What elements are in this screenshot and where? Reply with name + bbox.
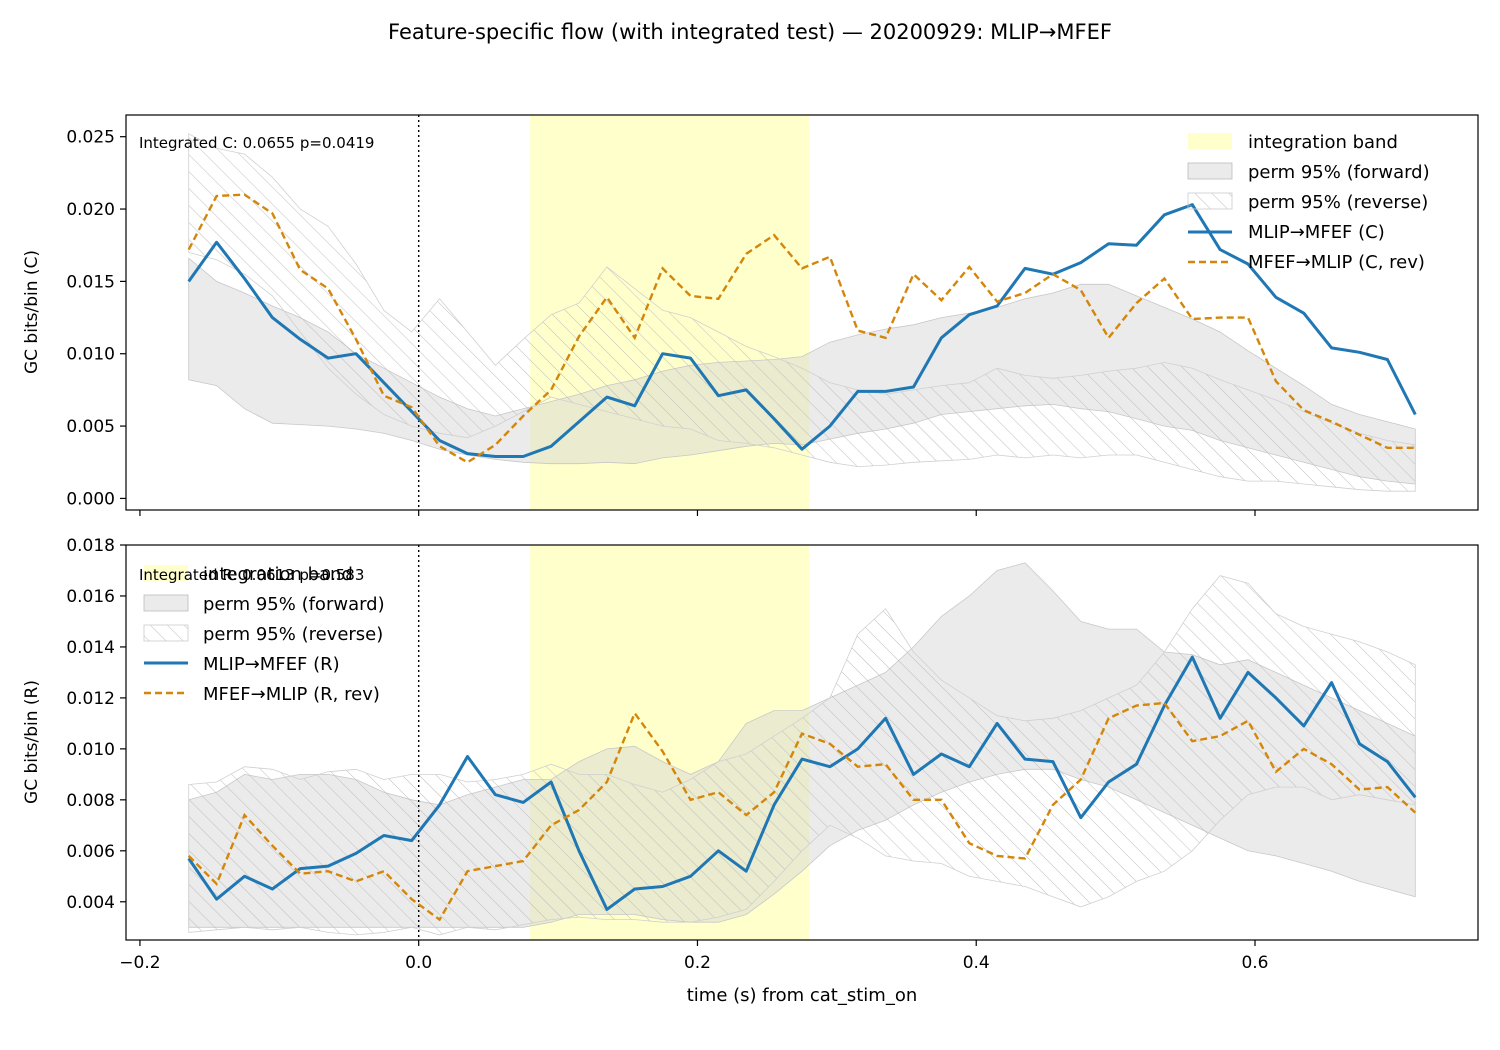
ytick-label: 0.012 bbox=[66, 689, 115, 709]
ytick-label: 0.025 bbox=[66, 128, 115, 148]
reverse-series-line-bottom bbox=[187, 701, 1417, 922]
legend-label-forward-top: MLIP→MFEF (C) bbox=[1248, 222, 1385, 243]
xticks-bottom: −0.2 0.0 0.2 0.4 0.6 bbox=[119, 940, 1269, 973]
panel-top-plot bbox=[187, 115, 1417, 510]
legend-label-band-bottom: integration band bbox=[203, 564, 353, 585]
legend-swatch-perm-reverse-bottom bbox=[143, 624, 189, 642]
ytick-label: 0.016 bbox=[66, 587, 115, 607]
legend-label-perm-reverse-top: perm 95% (reverse) bbox=[1248, 192, 1428, 213]
forward-series-line-top bbox=[187, 203, 1417, 458]
ytick-label: 0.000 bbox=[66, 489, 115, 509]
ytick-label: 0.006 bbox=[66, 842, 115, 862]
ytick-label: 0.008 bbox=[66, 791, 115, 811]
legend-bottom: integration band perm 95% (forward) perm… bbox=[143, 564, 385, 705]
xtick-label: 0.2 bbox=[684, 953, 711, 973]
legend-swatch-band-top bbox=[1188, 133, 1232, 149]
legend-label-band-top: integration band bbox=[1248, 132, 1398, 153]
ytick-label: 0.010 bbox=[66, 740, 115, 760]
legend-swatch-perm-forward-top bbox=[1187, 162, 1233, 180]
axes-frame-bottom bbox=[125, 544, 1479, 941]
ytick-label: 0.018 bbox=[66, 536, 115, 556]
perm-reverse-band-bottom bbox=[188, 575, 1416, 936]
legend-label-perm-forward-bottom: perm 95% (forward) bbox=[203, 594, 385, 615]
axes-frame-top bbox=[125, 114, 1479, 511]
yticks-top: 0.000 0.005 0.010 0.015 0.020 0.025 bbox=[66, 128, 126, 509]
panel-top: 0.000 0.005 0.010 0.015 0.020 0.025 GC bits/b… bbox=[22, 114, 1479, 516]
legend-swatch-band-bottom bbox=[144, 565, 188, 581]
ylabel-bottom: GC bits/bin (R) bbox=[22, 680, 42, 804]
legend-label-reverse-top: MFEF→MLIP (C, rev) bbox=[1248, 252, 1425, 273]
ytick-label: 0.010 bbox=[66, 345, 115, 365]
annotation-top: Integrated C: 0.0655 p=0.0419 bbox=[139, 134, 374, 152]
ytick-label: 0.004 bbox=[66, 893, 115, 913]
legend-swatch-perm-forward-bottom bbox=[143, 594, 189, 612]
xtick-label: 0.4 bbox=[963, 953, 990, 973]
legend-top: integration band perm 95% (forward) perm… bbox=[1187, 132, 1430, 273]
panel-bottom: −0.2 0.0 0.2 0.4 0.6 0.0040.0060.0080.0100.0… bbox=[22, 536, 1479, 1006]
ytick-label: 0.020 bbox=[66, 200, 115, 220]
annotation-bottom: Integrated R: 0.0613 p=0.583 bbox=[139, 566, 364, 584]
legend-label-perm-forward-top: perm 95% (forward) bbox=[1248, 162, 1430, 183]
ytick-label: 0.005 bbox=[66, 417, 115, 437]
figure-title: Feature-specific flow (with integrated t… bbox=[388, 20, 1112, 44]
legend-label-perm-reverse-bottom: perm 95% (reverse) bbox=[203, 624, 383, 645]
legend-label-reverse-bottom: MFEF→MLIP (R, rev) bbox=[203, 684, 380, 705]
legend-swatch-perm-reverse-top bbox=[1187, 192, 1233, 210]
ytick-label: 0.015 bbox=[66, 272, 115, 292]
forward-series-line-bottom bbox=[187, 655, 1417, 911]
xticks-top bbox=[139, 510, 1256, 516]
xlabel-bottom: time (s) from cat_stim_on bbox=[687, 985, 918, 1006]
reverse-series-line-top bbox=[187, 193, 1416, 464]
ylabel-top: GC bits/bin (C) bbox=[22, 250, 42, 374]
perm-reverse-band-top bbox=[188, 133, 1416, 492]
ytick-label: 0.014 bbox=[66, 638, 115, 658]
panel-bottom-plot bbox=[187, 545, 1417, 940]
yticks-bottom: 0.004 0.006 0.008 0.010 0.012 0.014 0.016 0.018 bbox=[66, 536, 126, 913]
legend-label-forward-bottom: MLIP→MFEF (R) bbox=[203, 654, 340, 675]
xtick-label: 0.6 bbox=[1241, 953, 1268, 973]
xtick-label: 0.0 bbox=[405, 953, 432, 973]
xtick-label: −0.2 bbox=[119, 953, 160, 973]
